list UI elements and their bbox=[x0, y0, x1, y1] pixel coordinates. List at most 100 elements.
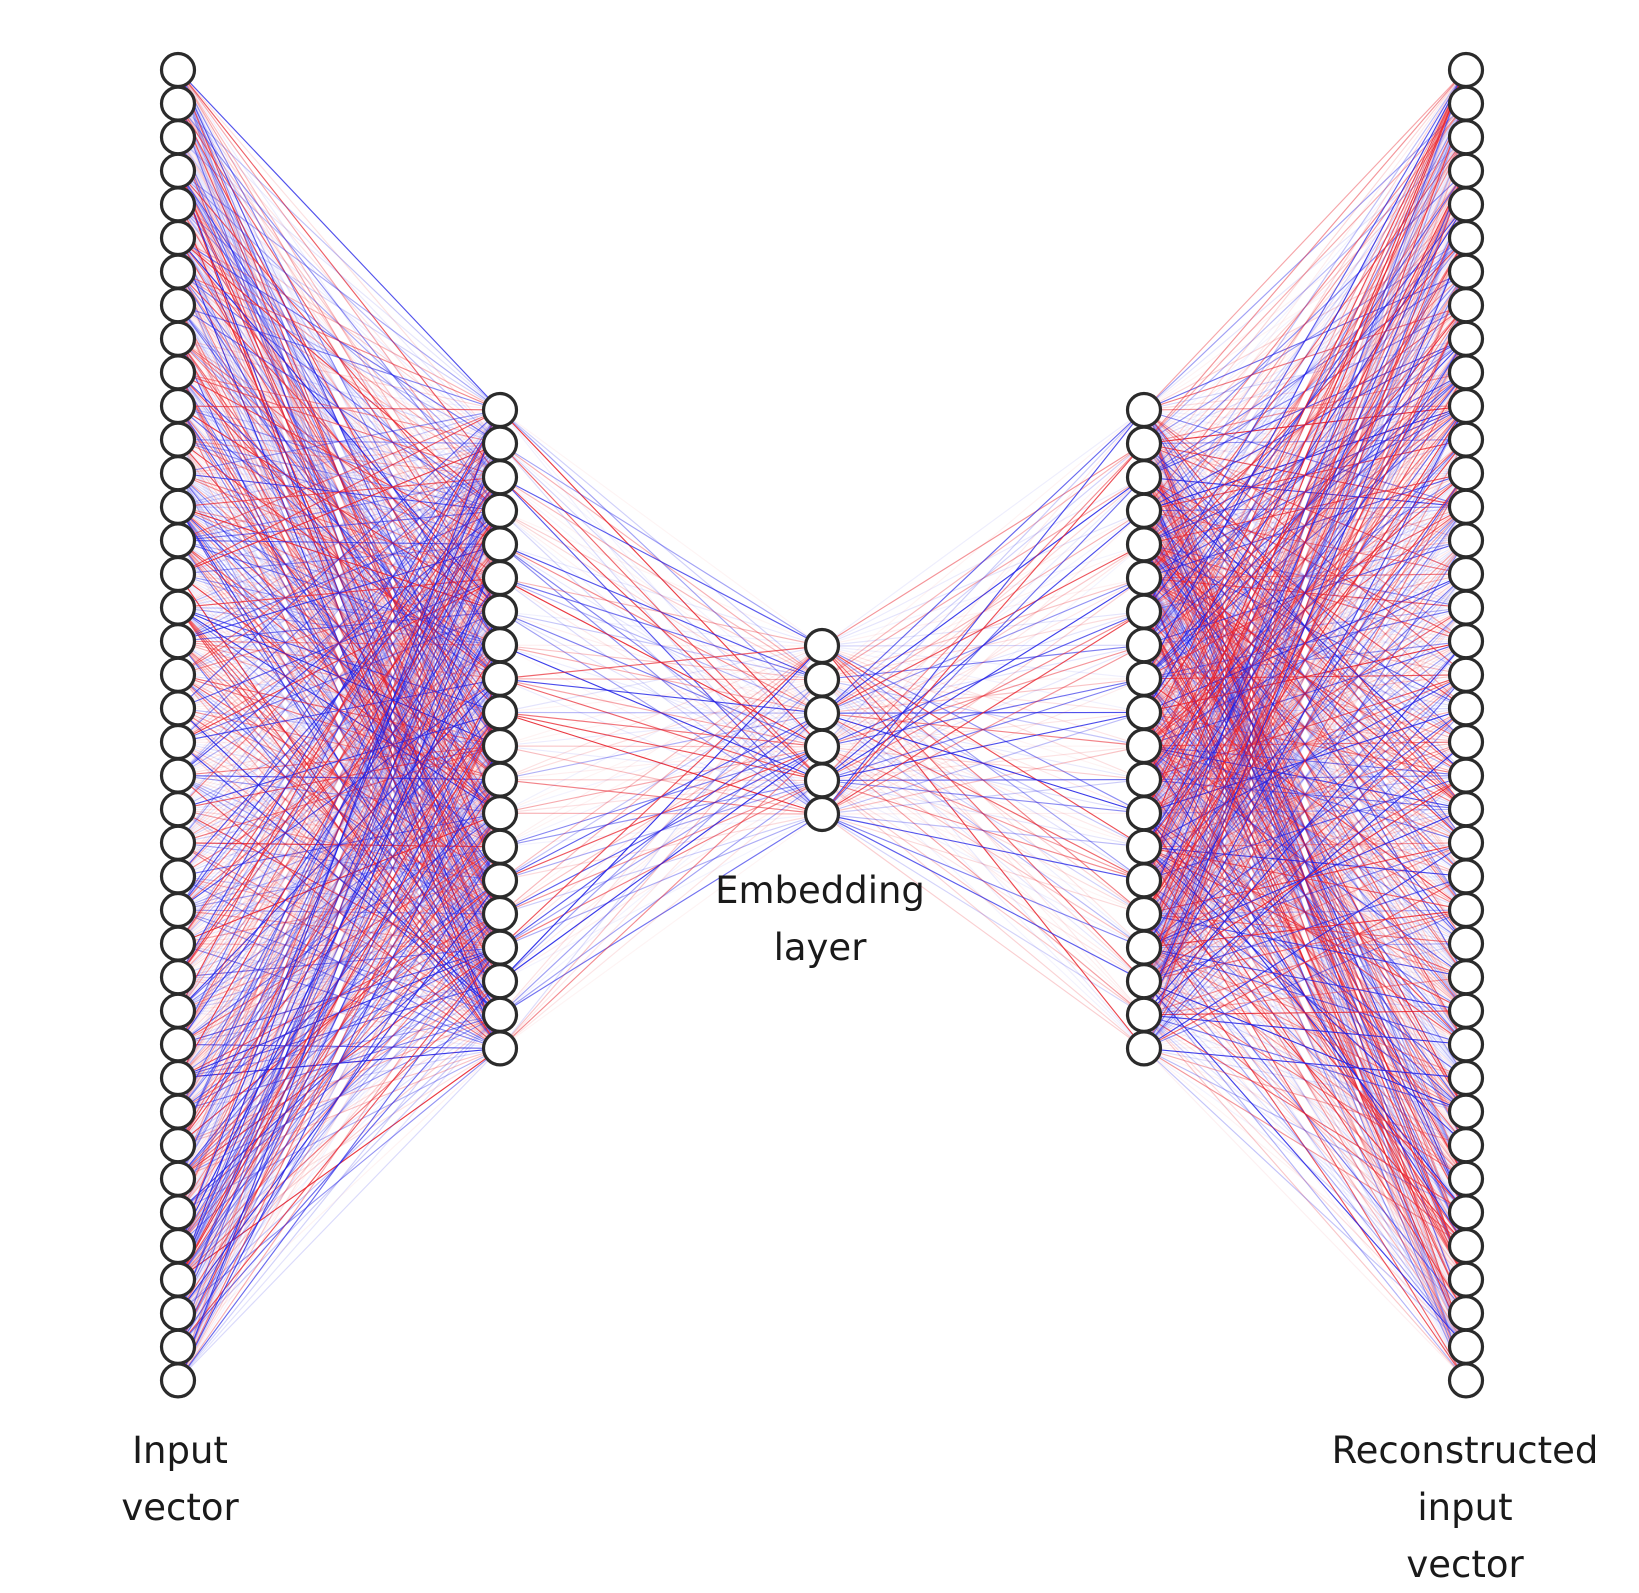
weight-edge bbox=[821, 443, 1145, 815]
weight-edge bbox=[1143, 1014, 1467, 1281]
encoder-hidden-node bbox=[481, 761, 519, 798]
embedding-node bbox=[803, 661, 841, 698]
weight-edge bbox=[177, 304, 501, 411]
weight-edge bbox=[821, 812, 1145, 815]
weight-edge bbox=[177, 170, 501, 411]
weight-edge bbox=[177, 1014, 501, 1381]
input-node bbox=[159, 1160, 197, 1197]
input-node bbox=[159, 488, 197, 525]
input-node bbox=[159, 51, 197, 89]
decoder-hidden-node bbox=[1125, 593, 1163, 630]
weight-edge bbox=[1143, 1047, 1467, 1281]
weight-edge bbox=[499, 679, 823, 713]
weight-edge bbox=[821, 409, 1145, 781]
weight-edge bbox=[177, 409, 501, 1146]
output-node bbox=[1447, 656, 1485, 693]
weight-edge bbox=[499, 543, 823, 681]
input-vector-label: Input vector bbox=[121, 1429, 239, 1529]
weight-edge bbox=[177, 409, 501, 676]
weight-edge bbox=[177, 371, 501, 411]
encoder-hidden-node bbox=[481, 895, 519, 933]
weight-edge bbox=[1143, 980, 1467, 1113]
weight-edge bbox=[177, 409, 501, 844]
weight-edge bbox=[1143, 136, 1467, 915]
embedding-layer-label: Embedding layer bbox=[715, 869, 925, 969]
weight-edge bbox=[1143, 472, 1467, 881]
weight-edge bbox=[499, 611, 823, 647]
weight-edge bbox=[177, 510, 501, 575]
weight-edge bbox=[1143, 271, 1467, 512]
output-node bbox=[1447, 589, 1485, 626]
weight-edge bbox=[1143, 472, 1467, 1016]
output-node bbox=[1447, 455, 1485, 492]
weight-edge bbox=[499, 409, 823, 748]
weight-edge bbox=[499, 678, 823, 714]
weight-edge bbox=[177, 439, 501, 445]
weight-edge bbox=[1143, 405, 1467, 1049]
weight-edge bbox=[499, 645, 823, 1016]
weight-edge bbox=[177, 510, 501, 1213]
decoder-hidden-node bbox=[1125, 526, 1163, 563]
weight-edge bbox=[821, 409, 1145, 681]
weight-edge bbox=[1143, 69, 1467, 612]
weight-edge bbox=[1143, 103, 1467, 948]
decoder-hidden-node bbox=[1125, 1030, 1163, 1067]
weight-edge bbox=[1143, 1014, 1467, 1381]
weight-edge bbox=[177, 476, 501, 1247]
input-node bbox=[159, 152, 197, 189]
weight-edge bbox=[499, 712, 823, 848]
weight-edge bbox=[177, 409, 501, 642]
weight-edge bbox=[1143, 913, 1467, 1381]
weight-edge bbox=[1143, 405, 1467, 948]
input-node bbox=[159, 1295, 197, 1332]
weight-edge bbox=[1143, 103, 1467, 545]
output-node bbox=[1447, 1227, 1485, 1265]
weight-edge bbox=[1143, 204, 1467, 579]
weight-edge bbox=[1143, 439, 1467, 1049]
output-node bbox=[1447, 1160, 1485, 1197]
weight-edge bbox=[177, 271, 501, 478]
weight-edge bbox=[1143, 338, 1467, 1049]
weight-edge bbox=[1143, 808, 1467, 1049]
weight-edge bbox=[499, 779, 823, 781]
output-node bbox=[1447, 791, 1485, 828]
weight-edge bbox=[1143, 640, 1467, 1049]
input-node bbox=[159, 1362, 197, 1399]
weight-edge bbox=[499, 645, 823, 982]
weight-edge bbox=[177, 409, 501, 810]
weight-edge bbox=[177, 409, 501, 776]
weight-edge bbox=[821, 711, 1145, 815]
weight-edge bbox=[499, 712, 823, 1049]
input-node bbox=[159, 992, 197, 1029]
weight-edge bbox=[177, 443, 501, 1180]
weight-edge bbox=[177, 409, 501, 1381]
weight-edge bbox=[499, 645, 823, 814]
weight-edge bbox=[177, 405, 501, 411]
weight-edge bbox=[821, 510, 1145, 815]
weight-edge bbox=[1143, 741, 1467, 1049]
weight-edge bbox=[821, 611, 1145, 714]
output-node bbox=[1447, 488, 1485, 525]
weight-edge bbox=[1143, 842, 1467, 1049]
output-node bbox=[1447, 253, 1485, 290]
input-node bbox=[159, 354, 197, 391]
weight-edge bbox=[1143, 69, 1467, 1015]
weight-edge bbox=[1143, 976, 1467, 1016]
weight-edge bbox=[499, 679, 823, 848]
weight-edge bbox=[177, 409, 501, 541]
output-node bbox=[1447, 555, 1485, 593]
weight-edge bbox=[1143, 741, 1467, 1016]
weight-edge bbox=[1143, 976, 1467, 1049]
weight-edge bbox=[499, 645, 823, 680]
weight-edge bbox=[821, 577, 1145, 815]
weight-edge bbox=[1143, 875, 1467, 1049]
weight-edge bbox=[821, 779, 1145, 814]
weight-edge bbox=[821, 779, 1145, 815]
weight-edge bbox=[177, 443, 501, 1347]
weight-edge bbox=[1143, 1014, 1467, 1146]
output-node bbox=[1447, 723, 1485, 761]
weight-edge bbox=[1143, 947, 1467, 1314]
encoder-hidden-node bbox=[481, 559, 519, 597]
weight-edge bbox=[177, 812, 501, 1348]
